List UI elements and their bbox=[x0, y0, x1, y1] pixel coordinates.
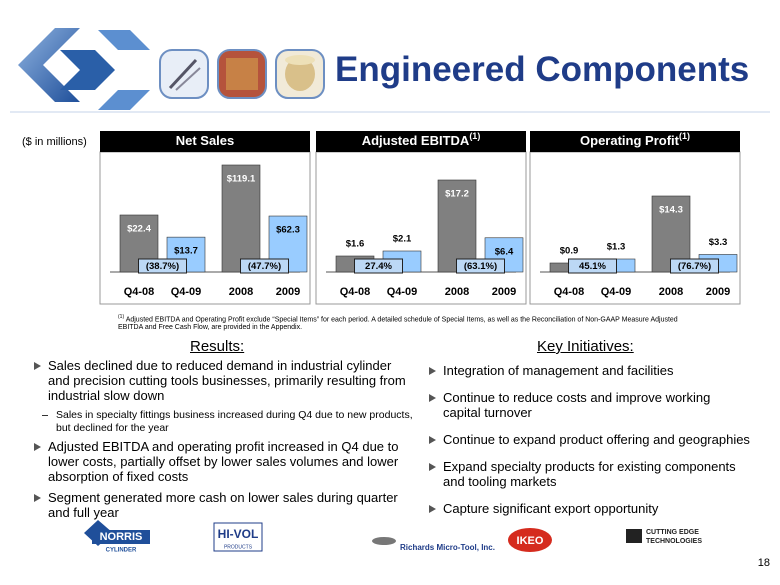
results-heading: Results: bbox=[190, 338, 245, 355]
chart-header bbox=[530, 131, 740, 152]
logo-text: IKEO bbox=[517, 535, 544, 547]
change-label: (76.7%) bbox=[678, 261, 711, 272]
change-label: (47.7%) bbox=[248, 261, 281, 272]
value-label: $62.3 bbox=[276, 225, 300, 236]
value-label: $1.3 bbox=[607, 242, 626, 253]
product-icons bbox=[159, 49, 325, 99]
chart-header bbox=[316, 131, 526, 152]
logo-text: Richards Micro-Tool, Inc. bbox=[400, 543, 495, 552]
chart-title-text: Net Sales bbox=[176, 133, 235, 148]
logo-text: CYLINDER bbox=[106, 548, 137, 554]
initiatives-list: Integration of management and facilities… bbox=[425, 363, 750, 528]
change-box bbox=[456, 258, 505, 274]
page-number: 18 bbox=[757, 557, 770, 569]
chart-title-note: (1) bbox=[469, 131, 480, 141]
change-box bbox=[670, 258, 719, 274]
chart-title-note: (1) bbox=[679, 131, 690, 141]
change-label: 27.4% bbox=[365, 261, 392, 272]
company-logo bbox=[18, 28, 150, 110]
initiative-item: Integration of management and facilities bbox=[425, 363, 750, 378]
x-tick-label: Q4-08 bbox=[340, 286, 371, 298]
chart-title-text: Operating Profit bbox=[580, 133, 680, 148]
result-item: Segment generated more cash on lower sal… bbox=[30, 490, 415, 520]
value-label: $14.3 bbox=[659, 205, 683, 216]
logo-text: CUTTING EDGE bbox=[646, 529, 699, 536]
result-item: Adjusted EBITDA and operating profit inc… bbox=[30, 439, 415, 484]
slide-title: Engineered Components bbox=[335, 50, 750, 89]
initiative-item: Continue to reduce costs and improve wor… bbox=[425, 390, 750, 420]
chart-title-text: Adjusted EBITDA bbox=[362, 133, 470, 148]
result-item: Sales declined due to reduced demand in … bbox=[30, 358, 415, 403]
footnote-text: Adjusted EBITDA and Operating Profit exc… bbox=[118, 316, 678, 332]
initiative-item: Capture significant export opportunity bbox=[425, 501, 750, 516]
bar bbox=[221, 164, 261, 273]
units-note: ($ in millions) bbox=[22, 136, 87, 148]
logo-text: PRODUCTS bbox=[224, 544, 253, 550]
change-box bbox=[138, 258, 187, 274]
x-tick-label: Q4-09 bbox=[387, 286, 418, 298]
footnote: (1) Adjusted EBITDA and Operating Profit… bbox=[118, 313, 678, 332]
footnote-marker: (1) bbox=[118, 314, 125, 320]
value-label: $22.4 bbox=[127, 224, 151, 235]
logo-text: NORRIS bbox=[100, 531, 143, 543]
change-box bbox=[240, 258, 289, 274]
value-label: $3.3 bbox=[709, 237, 728, 248]
change-label: (63.1%) bbox=[464, 261, 497, 272]
chart-header bbox=[100, 131, 310, 152]
value-label: $119.1 bbox=[227, 174, 256, 185]
change-box bbox=[568, 258, 617, 274]
bar bbox=[437, 179, 477, 273]
x-tick-label: 2008 bbox=[445, 286, 469, 298]
value-label: $1.6 bbox=[346, 239, 365, 250]
chart-title: Operating Profit(1) bbox=[580, 131, 690, 148]
results-list: Sales declined due to reduced demand in … bbox=[30, 358, 415, 526]
value-label: $2.1 bbox=[393, 234, 412, 245]
value-label: $0.9 bbox=[560, 246, 579, 257]
change-box bbox=[354, 258, 403, 274]
x-tick-label: 2009 bbox=[276, 286, 300, 298]
value-label: $17.2 bbox=[445, 189, 469, 200]
value-label: $13.7 bbox=[174, 246, 198, 257]
change-label: 45.1% bbox=[579, 261, 606, 272]
x-tick-label: Q4-09 bbox=[601, 286, 632, 298]
bottom-logos bbox=[84, 520, 642, 552]
x-tick-label: Q4-08 bbox=[554, 286, 585, 298]
chart-panel bbox=[315, 151, 527, 305]
x-tick-label: 2009 bbox=[492, 286, 516, 298]
chart-title: Net Sales bbox=[176, 133, 235, 148]
initiative-item: Continue to expand product offering and … bbox=[425, 432, 750, 447]
change-label: (38.7%) bbox=[146, 261, 179, 272]
x-tick-label: Q4-08 bbox=[124, 286, 155, 298]
x-tick-label: 2008 bbox=[229, 286, 253, 298]
logo-text: HI-VOL bbox=[218, 527, 259, 541]
result-subitem: Sales in specialty fittings business inc… bbox=[30, 409, 415, 435]
chart-panel bbox=[529, 151, 741, 305]
value-label: $6.4 bbox=[495, 246, 514, 257]
x-tick-label: 2009 bbox=[706, 286, 730, 298]
x-tick-label: 2008 bbox=[659, 286, 683, 298]
chart-title: Adjusted EBITDA(1) bbox=[362, 131, 481, 148]
logo-text: TECHNOLOGIES bbox=[646, 538, 702, 545]
x-tick-label: Q4-09 bbox=[171, 286, 202, 298]
initiatives-heading: Key Initiatives: bbox=[537, 338, 634, 355]
initiative-item: Expand specialty products for existing c… bbox=[425, 459, 750, 489]
